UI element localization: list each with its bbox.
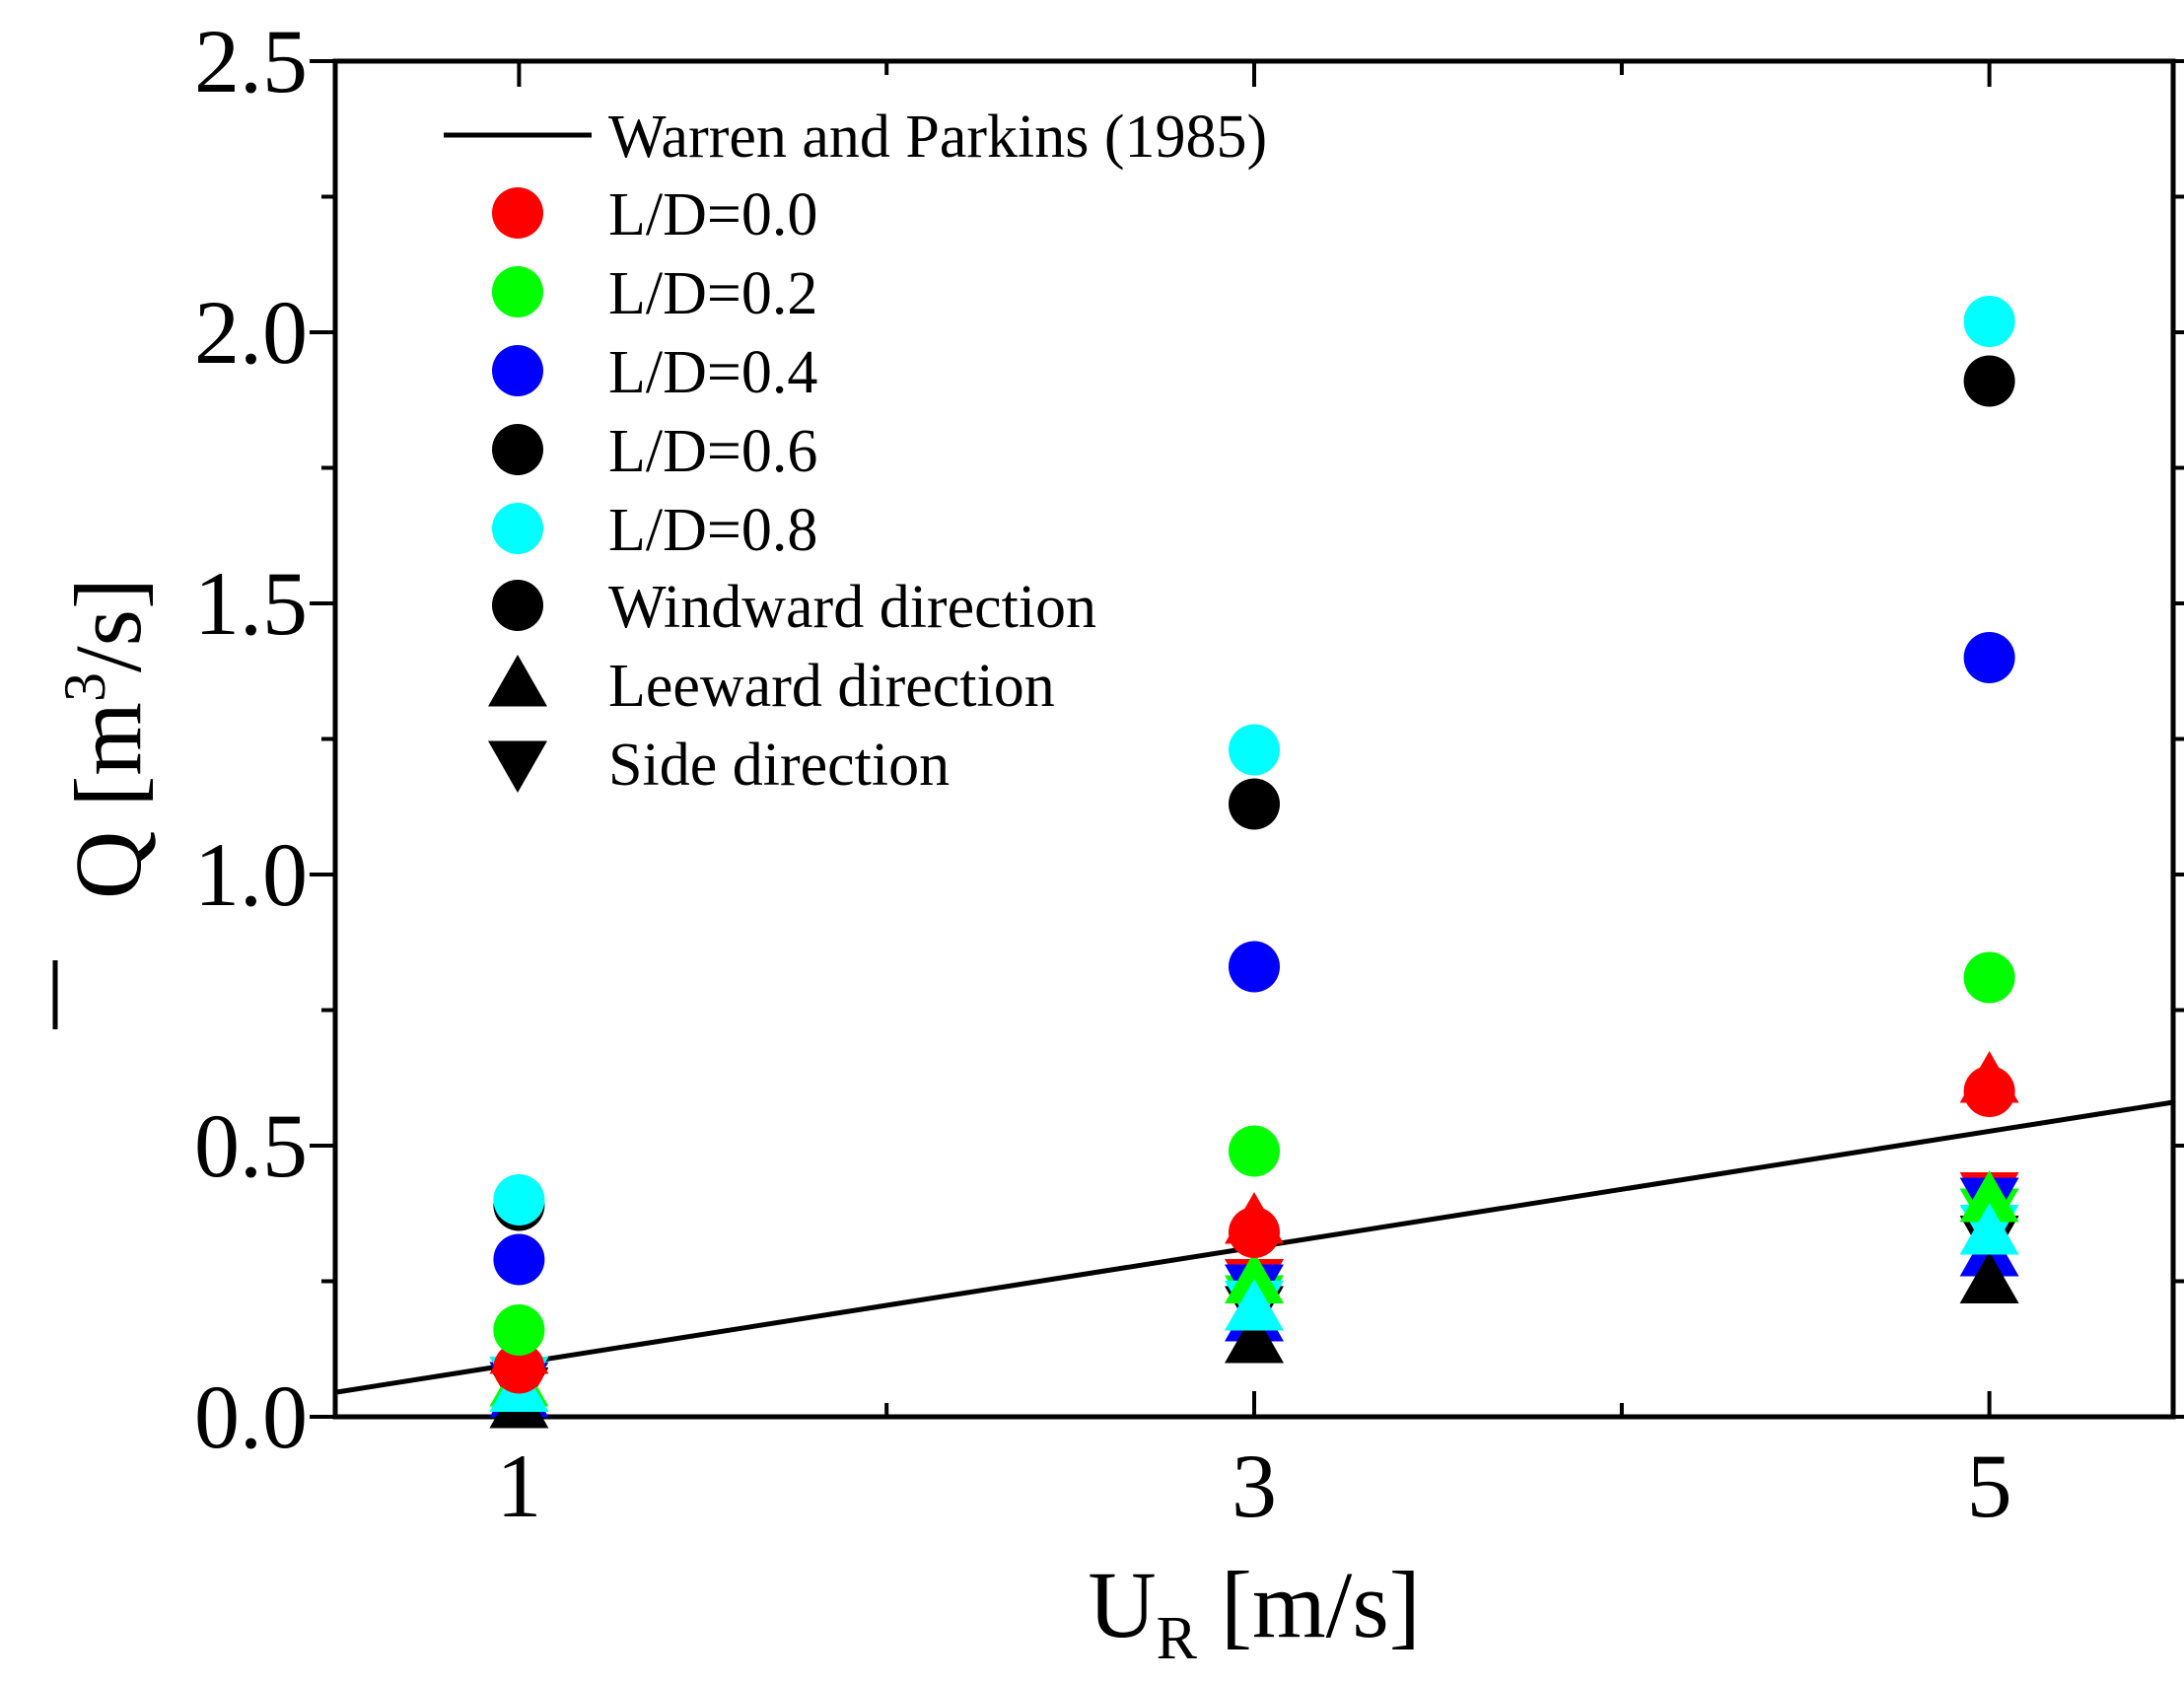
x-tick-label: 1 bbox=[496, 1436, 541, 1536]
legend-swatch bbox=[488, 655, 547, 707]
x-tick-label: 3 bbox=[1232, 1436, 1277, 1536]
x-axis-title-unit: [m/s] bbox=[1197, 1552, 1421, 1657]
x-axis-title-sub: R bbox=[1157, 1605, 1198, 1672]
windward-marker bbox=[1229, 1207, 1280, 1258]
leeward-marker bbox=[1225, 1311, 1284, 1364]
leeward-marker bbox=[1225, 1279, 1284, 1331]
y-tick-label: 1.0 bbox=[194, 824, 308, 925]
windward-marker bbox=[1229, 724, 1280, 776]
legend-label: Windward direction bbox=[608, 574, 1096, 641]
windward-marker bbox=[1229, 941, 1280, 993]
x-axis-title: UR [m/s] bbox=[1088, 1552, 1420, 1672]
legend-label: L/D=0.0 bbox=[608, 181, 817, 248]
y-axis-title-symbol: Q bbox=[55, 831, 161, 899]
legend-label: L/D=0.6 bbox=[608, 418, 817, 485]
legend-label: L/D=0.2 bbox=[608, 260, 817, 327]
tick-labels: 1 3 5 0.0 0.5 1.0 1.5 2.0 2.5 bbox=[194, 11, 2012, 1536]
y-axis-title: Q [m3/s] bbox=[52, 578, 161, 899]
legend-swatch bbox=[492, 503, 543, 554]
axis-ticks bbox=[310, 59, 2184, 1419]
y-axis-title-exponent: 3 bbox=[52, 672, 117, 702]
windward-marker bbox=[1963, 355, 2015, 407]
legend-label: L/D=0.8 bbox=[608, 497, 817, 564]
x-tick-label: 5 bbox=[1967, 1436, 2012, 1536]
data-markers bbox=[489, 296, 2019, 1429]
legend-label: L/D=0.4 bbox=[608, 339, 817, 406]
windward-marker bbox=[1963, 1066, 2015, 1117]
windward-marker bbox=[1963, 632, 2015, 683]
windward-marker bbox=[1229, 778, 1280, 830]
legend-swatch bbox=[492, 345, 543, 396]
y-tick-label: 2.5 bbox=[194, 11, 308, 111]
legend: Warren and Parkins (1985) L/D=0.0 L/D=0.2 L… bbox=[444, 104, 1267, 799]
leeward-marker bbox=[1959, 1251, 2019, 1303]
windward-marker bbox=[493, 1174, 545, 1226]
legend-label: Side direction bbox=[608, 732, 950, 799]
leeward-marker bbox=[1959, 1170, 2019, 1223]
windward-marker bbox=[493, 1233, 545, 1286]
windward-marker bbox=[1963, 296, 2015, 347]
leeward-marker bbox=[1225, 1251, 1284, 1303]
x-axis-title-main: U bbox=[1088, 1552, 1156, 1657]
y-axis-title-unit-open: [m bbox=[55, 702, 161, 831]
y-tick-label: 2.0 bbox=[194, 282, 308, 383]
legend-swatch bbox=[492, 580, 543, 631]
legend-label: Warren and Parkins (1985) bbox=[608, 104, 1267, 171]
windward-marker bbox=[1963, 951, 2015, 1004]
legend-label: Leeward direction bbox=[608, 653, 1055, 720]
windward-marker bbox=[493, 1304, 545, 1356]
y-axis-title-unit-close: /s] bbox=[55, 578, 161, 672]
legend-swatch bbox=[488, 740, 547, 793]
legend-swatch bbox=[492, 187, 543, 239]
y-tick-label: 0.5 bbox=[194, 1095, 308, 1196]
leeward-marker bbox=[1959, 1203, 2019, 1255]
windward-marker bbox=[1229, 1125, 1280, 1177]
y-tick-label: 0.0 bbox=[194, 1367, 308, 1467]
legend-swatch bbox=[492, 266, 543, 317]
legend-swatch bbox=[492, 424, 543, 475]
y-tick-label: 1.5 bbox=[194, 553, 308, 654]
windward-marker bbox=[493, 1342, 545, 1394]
